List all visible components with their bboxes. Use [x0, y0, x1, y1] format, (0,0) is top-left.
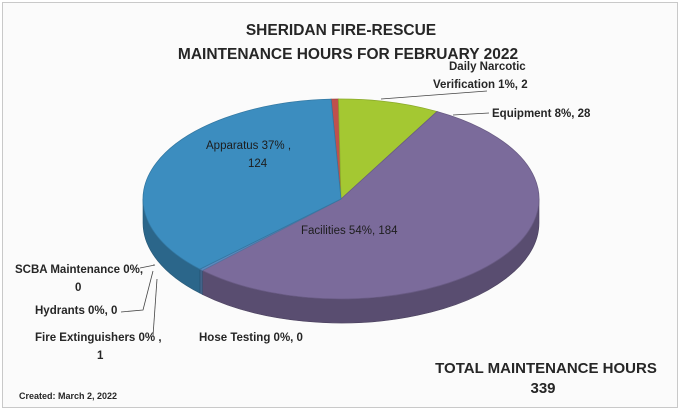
slice-label-hose-testing: Hose Testing 0%, 0: [199, 332, 303, 344]
leader-line-scba: [139, 264, 156, 269]
slice-label-narcotic-line2: Verification 1%, 2: [433, 79, 528, 91]
leader-line-equipment: [452, 112, 490, 116]
pie-slice-equipment: [338, 98, 438, 200]
chart-subtitle: MAINTENANCE HOURS FOR FEBRUARY 2022: [178, 46, 518, 63]
slice-label-narcotic-line1: Daily Narcotic: [449, 61, 526, 73]
slice-label-apparatus-line1: Apparatus 37% ,: [206, 140, 291, 152]
leader-line-hydrants: [120, 270, 154, 313]
slice-label-fire-extinguishers-line2: 1: [97, 350, 104, 362]
slice-label-scba-line1: SCBA Maintenance 0%,: [15, 264, 143, 276]
chart-title: SHERIDAN FIRE-RESCUE: [246, 22, 436, 39]
slice-label-hydrants: Hydrants 0%, 0: [35, 305, 117, 317]
pie-top-group: [142, 98, 540, 300]
leader-line-fire-extinguishers: [152, 278, 158, 337]
pie-slice-facilities: [201, 111, 540, 300]
slice-label-equipment: Equipment 8%, 28: [492, 108, 591, 120]
slice-label-fire-extinguishers-line1: Fire Extinguishers 0% ,: [35, 332, 162, 344]
created-date: Created: March 2, 2022: [19, 391, 117, 401]
slice-label-apparatus-line2: 124: [248, 158, 268, 170]
total-value: 339: [530, 380, 555, 397]
slice-label-facilities: Facilities 54%, 184: [301, 225, 398, 237]
slice-label-scba-line2: 0: [75, 282, 81, 294]
pie-depth-fire-extinguishers: [199, 268, 203, 295]
leader-line-narcotic: [380, 90, 488, 100]
total-label: TOTAL MAINTENANCE HOURS: [435, 360, 657, 377]
leader-lines: [120, 90, 490, 337]
pie-chart: SHERIDAN FIRE-RESCUE MAINTENANCE HOURS F…: [15, 22, 657, 401]
pie-slice-apparatus: [142, 98, 342, 270]
